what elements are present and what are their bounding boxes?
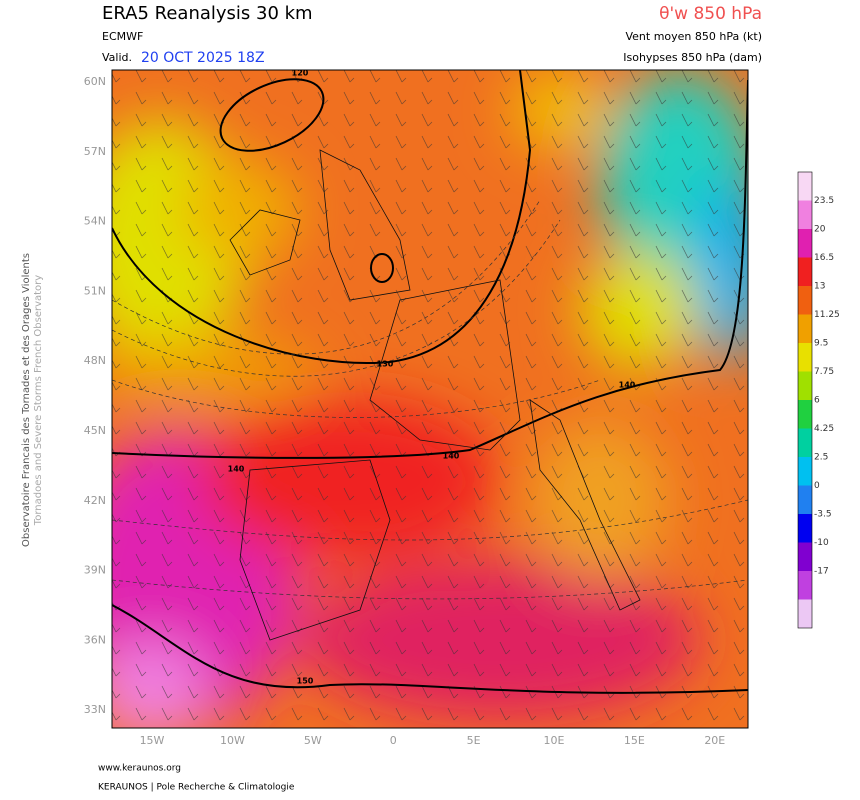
lat-label: 39N bbox=[84, 564, 106, 577]
contour-label: 150 bbox=[297, 677, 314, 686]
lat-label: 48N bbox=[84, 354, 106, 367]
parameter: θ'w 850 hPa bbox=[659, 4, 762, 24]
valid-prefix: Valid. bbox=[102, 51, 132, 64]
colorbar-segment bbox=[798, 457, 812, 486]
lon-label: 5E bbox=[467, 734, 481, 747]
lon-label: 10W bbox=[220, 734, 245, 747]
contour-label: 140 bbox=[228, 465, 245, 474]
contour-label: 140 bbox=[443, 452, 460, 461]
colorbar-label: -3.5 bbox=[814, 510, 832, 520]
height-label: Isohypses 850 hPa (dam) bbox=[623, 51, 762, 64]
lat-label: 45N bbox=[84, 424, 106, 437]
contour-labels: 120 130 140 140 140 150 bbox=[228, 69, 636, 686]
colorbar-label: 16.5 bbox=[814, 253, 834, 263]
colorbar-label: 9.5 bbox=[814, 339, 828, 349]
colorbar-label: 23.5 bbox=[814, 196, 834, 206]
colorbar-frame bbox=[797, 171, 813, 629]
side-text: Observatoire Francais des Tornades et de… bbox=[21, 253, 32, 547]
colorbar-segment bbox=[798, 257, 812, 286]
colorbar-label: 0 bbox=[814, 481, 820, 491]
colorbar-label: -10 bbox=[814, 538, 829, 548]
lon-label: 10E bbox=[544, 734, 565, 747]
valid-date: 20 OCT 2025 18Z bbox=[141, 50, 265, 66]
lat-labels: 60N 57N 54N 51N 48N 45N 42N 39N 36N 33N bbox=[84, 75, 106, 716]
colorbar-label: -17 bbox=[814, 567, 829, 577]
contour-label: 120 bbox=[292, 69, 309, 78]
lon-label: 15E bbox=[624, 734, 645, 747]
colorbar-segment bbox=[798, 542, 812, 571]
lat-label: 51N bbox=[84, 284, 106, 297]
side-text: Tornadoes and Severe Storms French Obser… bbox=[33, 275, 44, 526]
lat-label: 36N bbox=[84, 633, 106, 646]
colorbar-label: 4.25 bbox=[814, 424, 834, 434]
wind-label: Vent moyen 850 hPa (kt) bbox=[625, 30, 762, 43]
colorbar-segment bbox=[798, 571, 812, 600]
colorbar-label: 6 bbox=[814, 396, 820, 406]
lon-labels: 15W 10W 5W 0 5E 10E 15E 20E bbox=[140, 734, 726, 747]
colorbar-segment bbox=[798, 485, 812, 514]
colorbar-segment bbox=[798, 229, 812, 258]
title: ERA5 Reanalysis 30 km bbox=[102, 3, 313, 24]
lat-label: 33N bbox=[84, 703, 106, 716]
colorbar-label: 7.75 bbox=[814, 367, 834, 377]
lat-label: 57N bbox=[84, 145, 106, 158]
map-frame bbox=[111, 69, 749, 729]
footer-credit: KERAUNOS | Pole Recherche & Climatologie bbox=[98, 783, 295, 793]
model: ECMWF bbox=[102, 30, 143, 43]
lat-label: 42N bbox=[84, 494, 106, 507]
colorbar-segment bbox=[798, 200, 812, 229]
map bbox=[112, 70, 748, 728]
colorbar-label: 13 bbox=[814, 282, 825, 292]
colorbar-label: 2.5 bbox=[814, 453, 828, 463]
footer-url: www.keraunos.org bbox=[98, 764, 181, 774]
colorbar-segment bbox=[798, 428, 812, 457]
colorbar-segment bbox=[798, 286, 812, 315]
lon-label: 20E bbox=[704, 734, 725, 747]
colorbar: 23.5 20 16.5 13 11.25 9.5 7.75 6 4.25 2.5 0 -3.5 -10… bbox=[797, 171, 840, 629]
colorbar-segment bbox=[798, 343, 812, 372]
lon-label: 0 bbox=[390, 734, 397, 747]
colorbar-segment bbox=[798, 371, 812, 400]
colorbar-segment bbox=[798, 314, 812, 343]
colorbar-segment bbox=[798, 599, 812, 628]
colorbar-segment bbox=[798, 514, 812, 543]
lon-label: 15W bbox=[140, 734, 165, 747]
lon-label: 5W bbox=[304, 734, 322, 747]
colorbar-label: 20 bbox=[814, 225, 826, 235]
lat-label: 54N bbox=[84, 215, 106, 228]
colorbar-label: 11.25 bbox=[814, 310, 840, 320]
colorbar-segment bbox=[798, 400, 812, 429]
lat-label: 60N bbox=[84, 75, 106, 88]
colorbar-segment bbox=[798, 172, 812, 201]
contour-label: 140 bbox=[619, 381, 636, 390]
contour-label: 130 bbox=[377, 360, 394, 369]
